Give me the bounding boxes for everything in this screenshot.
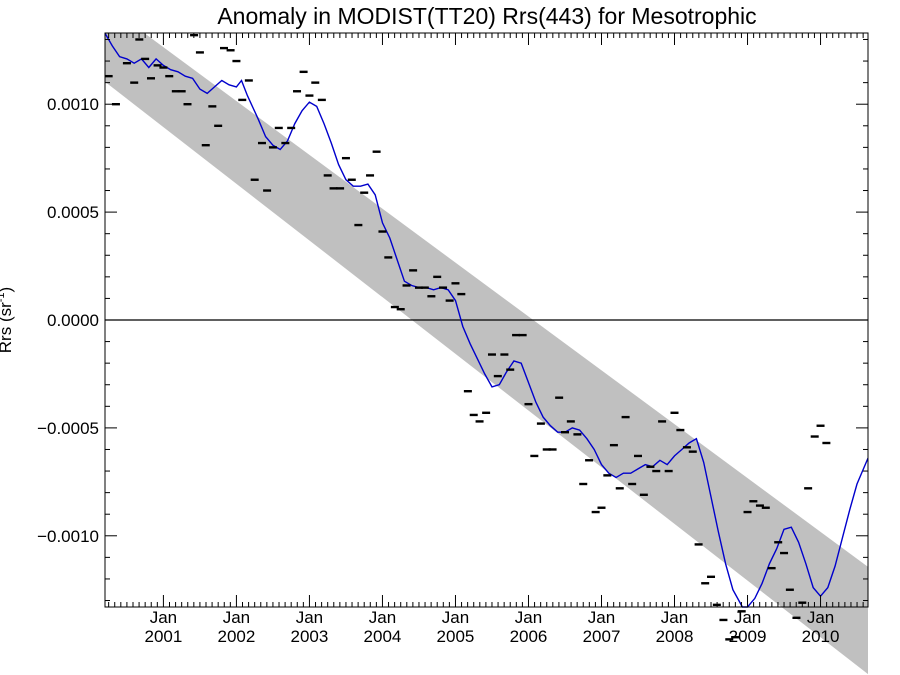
x-tick-label-month: Jan [442, 608, 469, 627]
x-tick-label-year: 2008 [656, 627, 694, 646]
smoothed-series-group [105, 33, 868, 608]
x-tick-label-month: Jan [807, 608, 834, 627]
x-tick-label-month: Jan [588, 608, 615, 627]
y-tick-label: 0.0010 [47, 95, 99, 114]
x-tick-label-year: 2009 [729, 627, 767, 646]
y-tick-label: 0.0000 [47, 311, 99, 330]
x-tick-label-year: 2005 [437, 627, 475, 646]
x-tick-label-year: 2002 [218, 627, 256, 646]
x-tick-label-month: Jan [150, 608, 177, 627]
y-axis-title-superscript: -1 [0, 292, 7, 302]
y-axis-title-main: Rrs (sr [0, 302, 15, 353]
y-axis-title-close: ) [0, 287, 15, 293]
x-tick-label-month: Jan [515, 608, 542, 627]
x-tick-label-year: 2003 [291, 627, 329, 646]
x-tick-label-month: Jan [296, 608, 323, 627]
y-tick-label: 0.0005 [47, 203, 99, 222]
y-tick-label: −0.0010 [37, 527, 99, 546]
x-tick-label-month: Jan [223, 608, 250, 627]
chart-title: Anomaly in MODIST(TT20) Rrs(443) for Mes… [217, 3, 756, 29]
trend-band-area [105, 33, 868, 675]
x-tick-label-year: 2001 [144, 627, 182, 646]
x-tick-label-year: 2007 [583, 627, 621, 646]
trend-band [105, 33, 868, 675]
x-tick-label-year: 2004 [364, 627, 402, 646]
x-tick-label-month: Jan [734, 608, 761, 627]
x-tick-label-month: Jan [369, 608, 396, 627]
monthly-points-group [105, 33, 831, 641]
x-tick-label-month: Jan [661, 608, 688, 627]
y-axis-title: Rrs (sr-1) [0, 287, 15, 353]
smoothed-series-line [105, 33, 868, 608]
ticks: Jan2001Jan2002Jan2003Jan2004Jan2005Jan20… [37, 33, 868, 646]
y-tick-label: −0.0005 [37, 419, 99, 438]
x-tick-label-year: 2006 [510, 627, 548, 646]
x-tick-label-year: 2010 [802, 627, 840, 646]
